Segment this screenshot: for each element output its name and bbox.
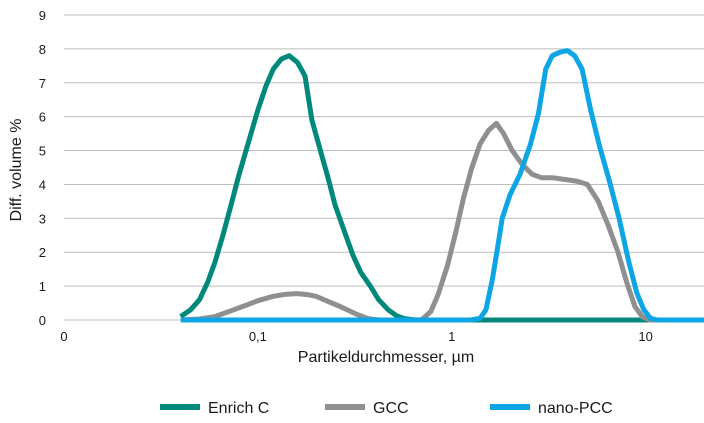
legend-label-gcc: GCC <box>373 400 409 417</box>
y-tick-label: 5 <box>39 144 46 159</box>
y-tick-label: 2 <box>39 245 46 260</box>
y-tick-label: 7 <box>39 76 46 91</box>
legend-label-nano-pcc: nano-PCC <box>538 400 613 417</box>
x-tick-label: 0,1 <box>249 329 267 344</box>
legend-label-enrich-c: Enrich C <box>208 400 269 417</box>
x-tick-label: 10 <box>638 329 652 344</box>
y-tick-label: 4 <box>39 177 46 192</box>
gridlines <box>64 14 704 321</box>
series-line-nano-pcc <box>180 48 704 323</box>
y-tick-label: 9 <box>39 8 46 23</box>
y-tick-label: 6 <box>39 110 46 125</box>
x-tick-label: 0 <box>60 329 67 344</box>
plot-area <box>179 48 704 323</box>
x-axis-ticks: 0 0,1 1 10 <box>60 329 652 344</box>
x-axis-title: Partikeldurchmesser, µm <box>298 349 474 366</box>
y-tick-label: 1 <box>39 279 46 294</box>
y-axis-ticks: 0 1 2 3 4 5 6 7 8 9 <box>39 8 46 328</box>
y-axis-title: Diff. volume % <box>8 119 25 222</box>
series-line-gcc <box>180 120 704 323</box>
y-tick-label: 8 <box>39 42 46 57</box>
y-tick-label: 0 <box>39 313 46 328</box>
legend: Enrich C GCC nano-PCC <box>160 400 613 417</box>
y-tick-label: 3 <box>39 211 46 226</box>
x-tick-label: 1 <box>448 329 455 344</box>
